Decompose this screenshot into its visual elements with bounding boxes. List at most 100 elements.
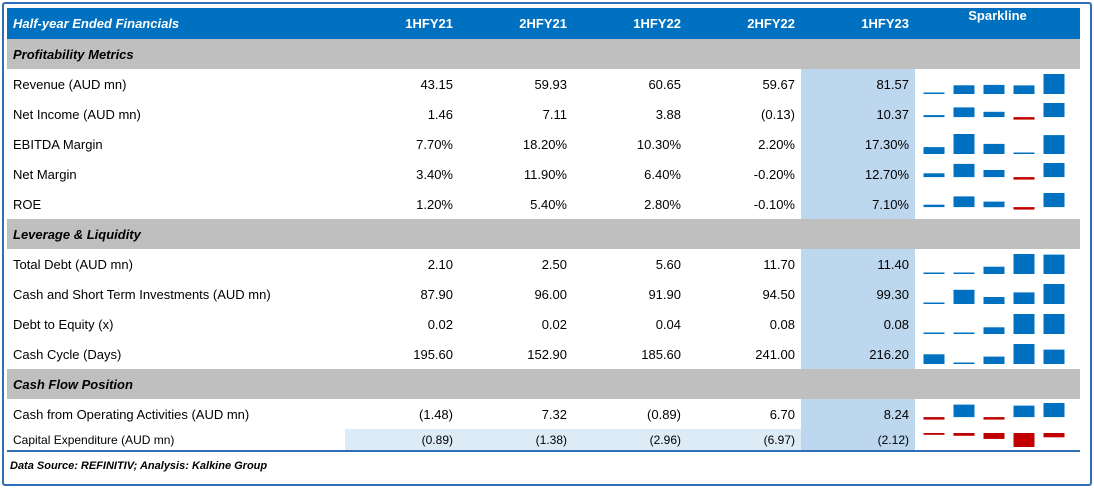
sparkline-bar [1013,85,1035,94]
value-cell: 152.90 [527,346,567,362]
sparkline-bar [1043,163,1065,178]
sparkline-bar [1013,405,1035,418]
sparkline-bar [953,107,975,118]
value-cell: 1.46 [427,106,453,122]
value-cell: -0.10% [753,196,795,212]
table-row: Cash and Short Term Investments (AUD mn)… [7,279,1080,309]
value-cell: 10.37 [801,99,915,129]
sparkline [923,314,1065,334]
sparkline-bar [953,362,975,364]
sparkline-bar [923,92,945,94]
value-cell: 195.60 [413,346,453,362]
sparkline-bar [923,272,945,274]
sparkline-bar [923,302,945,304]
table-title: Half-year Ended Financials [7,8,345,39]
period-header: 2HFY22 [687,8,801,39]
sparkline-cell [915,129,1080,159]
sparkline-bar [1013,117,1035,120]
table-row: Cash from Operating Activities (AUD mn) (… [7,399,1080,429]
value-cell: (0.89) [345,429,459,451]
sparkline-bar [1043,135,1065,154]
sparkline-bar [923,432,945,435]
section-title: Profitability Metrics [7,39,1080,69]
sparkline-bar [983,297,1005,304]
value-cell: (0.89) [647,406,681,422]
value-cell: 5.40% [530,196,567,212]
sparkline-bar [923,417,945,420]
value-cell: -0.20% [753,166,795,182]
value-cell: 11.90% [523,166,567,182]
sparkline-bar [953,404,975,418]
sparkline-bar [923,354,945,364]
sparkline-cell [915,99,1080,129]
sparkline [923,284,1065,304]
row-label: Cash Cycle (Days) [13,346,122,362]
sparkline-bar [1013,432,1035,447]
sparkline-header: Sparkline [915,8,1080,39]
value-cell: 11.40 [801,249,915,279]
sparkline-bar [953,85,975,94]
sparkline-cell [915,429,1080,451]
sparkline [923,74,1065,94]
sparkline-bar [1043,314,1065,334]
sparkline-bar [1043,284,1065,304]
value-cell: 241.00 [755,346,795,362]
sparkline-bar [923,332,945,334]
sparkline-bar [953,432,975,436]
value-cell: 17.30% [801,129,915,159]
sparkline [923,344,1065,364]
sparkline-cell [915,189,1080,219]
sparkline-bar [1013,152,1035,154]
sparkline-bar [983,84,1005,94]
sparkline [923,403,1065,420]
value-cell: (0.13) [761,106,795,122]
row-label: Net Margin [13,166,77,182]
sparkline-bar [983,266,1005,274]
value-cell: 7.70% [416,136,453,152]
sparkline-bar [983,201,1005,208]
row-label: Capital Expenditure (AUD mn) [13,432,175,447]
sparkline [923,254,1065,274]
value-cell: 12.70% [801,159,915,189]
value-cell: 2.80% [644,196,681,212]
sparkline-bar [1043,403,1065,418]
sparkline-bar [983,143,1005,154]
sparkline-cell [915,279,1080,309]
value-cell: (1.38) [459,429,573,451]
value-cell: (6.97) [687,429,801,451]
table-row: Net Margin 3.40% 11.90% 6.40% -0.20% 12.70% [7,159,1080,189]
value-cell: 7.11 [542,106,567,122]
sparkline-bar [1013,177,1035,180]
value-cell: 6.40% [644,166,681,182]
sparkline-cell [915,339,1080,369]
sparkline [923,134,1065,154]
sparkline-bar [983,417,1005,420]
value-cell: 10.30% [636,136,681,152]
section-title: Leverage & Liquidity [7,219,1080,249]
sparkline-bar [983,327,1005,334]
value-cell: 59.93 [534,76,567,92]
sparkline-bar [953,134,975,154]
sparkline-bar [953,196,975,208]
sparkline-bar [1043,254,1065,274]
row-label: EBITDA Margin [13,136,103,152]
sparkline-cell [915,399,1080,429]
value-cell: 5.60 [655,256,681,272]
value-cell: 216.20 [801,339,915,369]
period-header: 1HFY22 [573,8,687,39]
sparkline-bar [1043,74,1065,94]
table-row: Revenue (AUD mn) 43.15 59.93 60.65 59.67 81.5… [7,69,1080,99]
value-cell: 96.00 [534,286,567,302]
sparkline-bar [1013,292,1035,304]
value-cell: 2.50 [541,256,567,272]
value-cell: 0.02 [541,316,567,332]
value-cell: 185.60 [641,346,681,362]
sparkline-bar [1013,314,1035,334]
value-cell: 18.20% [522,136,567,152]
sparkline-bar [1043,349,1065,364]
data-source-note: Data Source: REFINITIV; Analysis: Kalkin… [10,460,268,472]
sparkline-bar [983,111,1005,118]
sparkline-cell [915,159,1080,189]
table-row: Debt to Equity (x) 0.02 0.02 0.04 0.08 0.08 [7,309,1080,339]
